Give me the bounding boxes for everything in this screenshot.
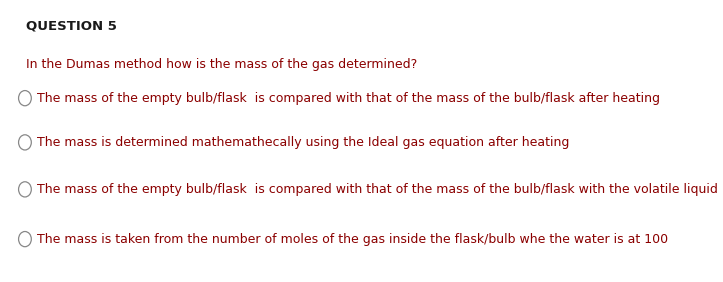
Text: The mass is determined mathemathecally using the Ideal gas equation after heatin: The mass is determined mathemathecally u…	[37, 136, 570, 149]
Text: The mass of the empty bulb/flask  is compared with that of the mass of the bulb/: The mass of the empty bulb/flask is comp…	[37, 92, 660, 105]
Text: The mass of the empty bulb/flask  is compared with that of the mass of the bulb/: The mass of the empty bulb/flask is comp…	[37, 183, 723, 196]
Text: QUESTION 5: QUESTION 5	[26, 19, 117, 32]
Text: The mass is taken from the number of moles of the gas inside the flask/bulb whe : The mass is taken from the number of mol…	[37, 233, 668, 246]
Text: In the Dumas method how is the mass of the gas determined?: In the Dumas method how is the mass of t…	[26, 58, 418, 71]
